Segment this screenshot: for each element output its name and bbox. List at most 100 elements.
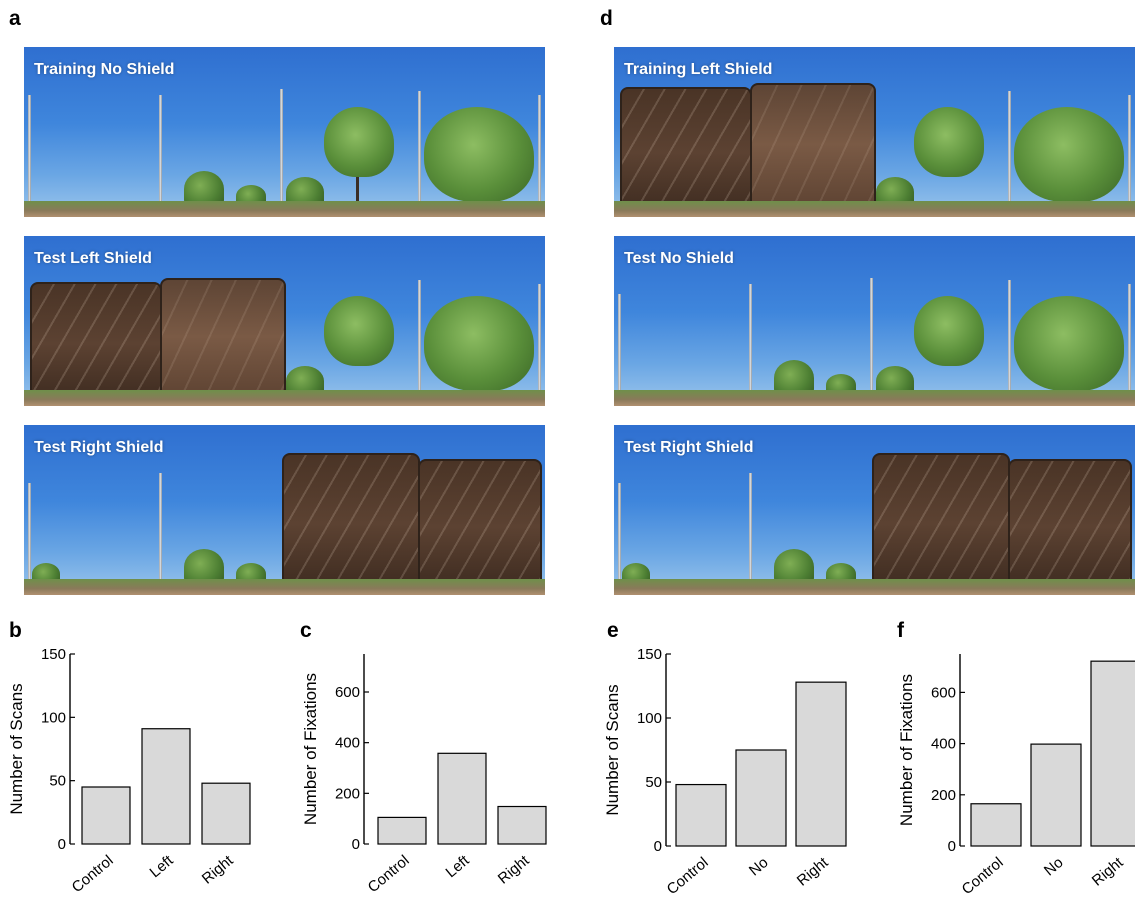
x-tick-label: Control: [959, 854, 1007, 898]
shield-right-panel: [160, 278, 286, 406]
pole: [1128, 284, 1131, 394]
bar-right: [497, 805, 547, 845]
shield-left-panel: [282, 453, 420, 595]
tree: [324, 107, 394, 177]
y-tick-label: 150: [637, 646, 662, 663]
bar-control: [81, 786, 131, 845]
y-tick-label: 50: [645, 774, 662, 791]
y-tick-label: 400: [335, 735, 360, 752]
bar-control: [970, 803, 1022, 847]
bar-left: [141, 728, 191, 845]
tree-trunk: [356, 157, 359, 207]
bar-no: [1030, 743, 1082, 847]
pole: [870, 278, 873, 394]
bar-chart-f: 0 200 400 600 Number of Fixations Control No Ri…: [897, 654, 1135, 898]
bar-left: [437, 752, 487, 845]
pole: [280, 89, 283, 205]
shield-right-panel: [1008, 459, 1132, 595]
y-tick-label: 600: [931, 684, 956, 701]
y-tick-label: 150: [41, 646, 66, 663]
tree: [324, 296, 394, 366]
y-tick-label: 0: [948, 838, 956, 855]
photo-test-right-shield-d: Test Right Shield: [614, 425, 1135, 595]
pole: [618, 483, 621, 583]
pole: [159, 95, 162, 205]
x-tick-label: No: [746, 854, 772, 879]
y-tick-label: 50: [49, 773, 66, 790]
bar-chart-c: 0 200 400 600 Number of Fixations Control Left…: [301, 654, 547, 896]
tree: [1014, 107, 1124, 202]
x-tick-label: Right: [1089, 854, 1127, 890]
bar-no: [735, 749, 787, 847]
x-tick-label: No: [1041, 854, 1067, 879]
x-tick-label: Right: [199, 852, 237, 888]
shield-left-panel: [872, 453, 1010, 595]
y-axis-label: Number of Fixations: [301, 673, 320, 825]
tree: [914, 107, 984, 177]
photo-training-no-shield: Training No Shield: [24, 47, 545, 217]
y-axis-label: Number of Scans: [7, 683, 26, 814]
x-tick-label: Control: [664, 854, 712, 898]
x-tick-label: Right: [794, 854, 832, 890]
x-tick-label: Left: [146, 852, 177, 882]
photo-label: Training No Shield: [34, 61, 175, 78]
pole: [28, 95, 31, 205]
y-tick-label: 600: [335, 684, 360, 701]
y-tick-label: 200: [335, 785, 360, 802]
y-tick-label: 0: [654, 838, 662, 855]
bar-chart-e: 0 50 100 150 Number of Scans Control No Right: [603, 646, 847, 898]
ground: [614, 201, 1135, 217]
ground: [24, 201, 545, 217]
panel-letter-d: d: [600, 7, 613, 30]
x-tick-label: Control: [365, 852, 413, 896]
pole: [28, 483, 31, 583]
bar-chart-b: 0 50 100 150 Number of Scans Control Left Right: [7, 646, 251, 896]
pole: [749, 473, 752, 583]
panel-letter-e: e: [607, 619, 619, 642]
pole: [1008, 91, 1011, 205]
pole: [618, 294, 621, 394]
bar-control: [377, 816, 427, 845]
bar-right: [795, 681, 847, 847]
tree: [424, 296, 534, 391]
photo-label: Test No Shield: [624, 250, 734, 267]
pole: [418, 91, 421, 205]
photo-training-left-shield: Training Left Shield: [614, 47, 1135, 217]
photo-label: Training Left Shield: [624, 61, 773, 78]
y-tick-label: 0: [58, 836, 66, 853]
photo-label: Test Right Shield: [34, 439, 164, 456]
photo-test-right-shield: Test Right Shield: [24, 425, 545, 595]
panel-letter-b: b: [9, 619, 22, 642]
pole: [1008, 280, 1011, 394]
photo-test-no-shield: Test No Shield: [614, 236, 1135, 406]
x-tick-label: Control: [69, 852, 117, 896]
panel-letter-a: a: [9, 7, 21, 30]
y-tick-label: 100: [41, 709, 66, 726]
pole: [538, 284, 541, 394]
panel-letter-c: c: [300, 619, 312, 642]
bar-right: [201, 782, 251, 845]
y-axis-label: Number of Fixations: [897, 674, 916, 826]
bar-control: [675, 783, 727, 847]
photo-test-left-shield: Test Left Shield: [24, 236, 545, 406]
shield-left-panel: [620, 87, 752, 217]
tree: [1014, 296, 1124, 391]
pole: [538, 95, 541, 205]
x-tick-label: Left: [442, 852, 473, 882]
ground: [24, 579, 545, 595]
shield-right-panel: [750, 83, 876, 217]
x-tick-label: Right: [495, 852, 533, 888]
pole: [418, 280, 421, 394]
photo-label: Test Left Shield: [34, 250, 152, 267]
tree: [914, 296, 984, 366]
photo-label: Test Right Shield: [624, 439, 754, 456]
pole: [749, 284, 752, 394]
shield-left-panel: [30, 282, 162, 406]
bar-right: [1090, 660, 1135, 847]
panel-letter-f: f: [897, 619, 904, 642]
y-axis-label: Number of Scans: [603, 684, 622, 815]
y-tick-label: 200: [931, 787, 956, 804]
tree: [424, 107, 534, 202]
ground: [614, 390, 1135, 406]
y-tick-label: 0: [352, 836, 360, 853]
